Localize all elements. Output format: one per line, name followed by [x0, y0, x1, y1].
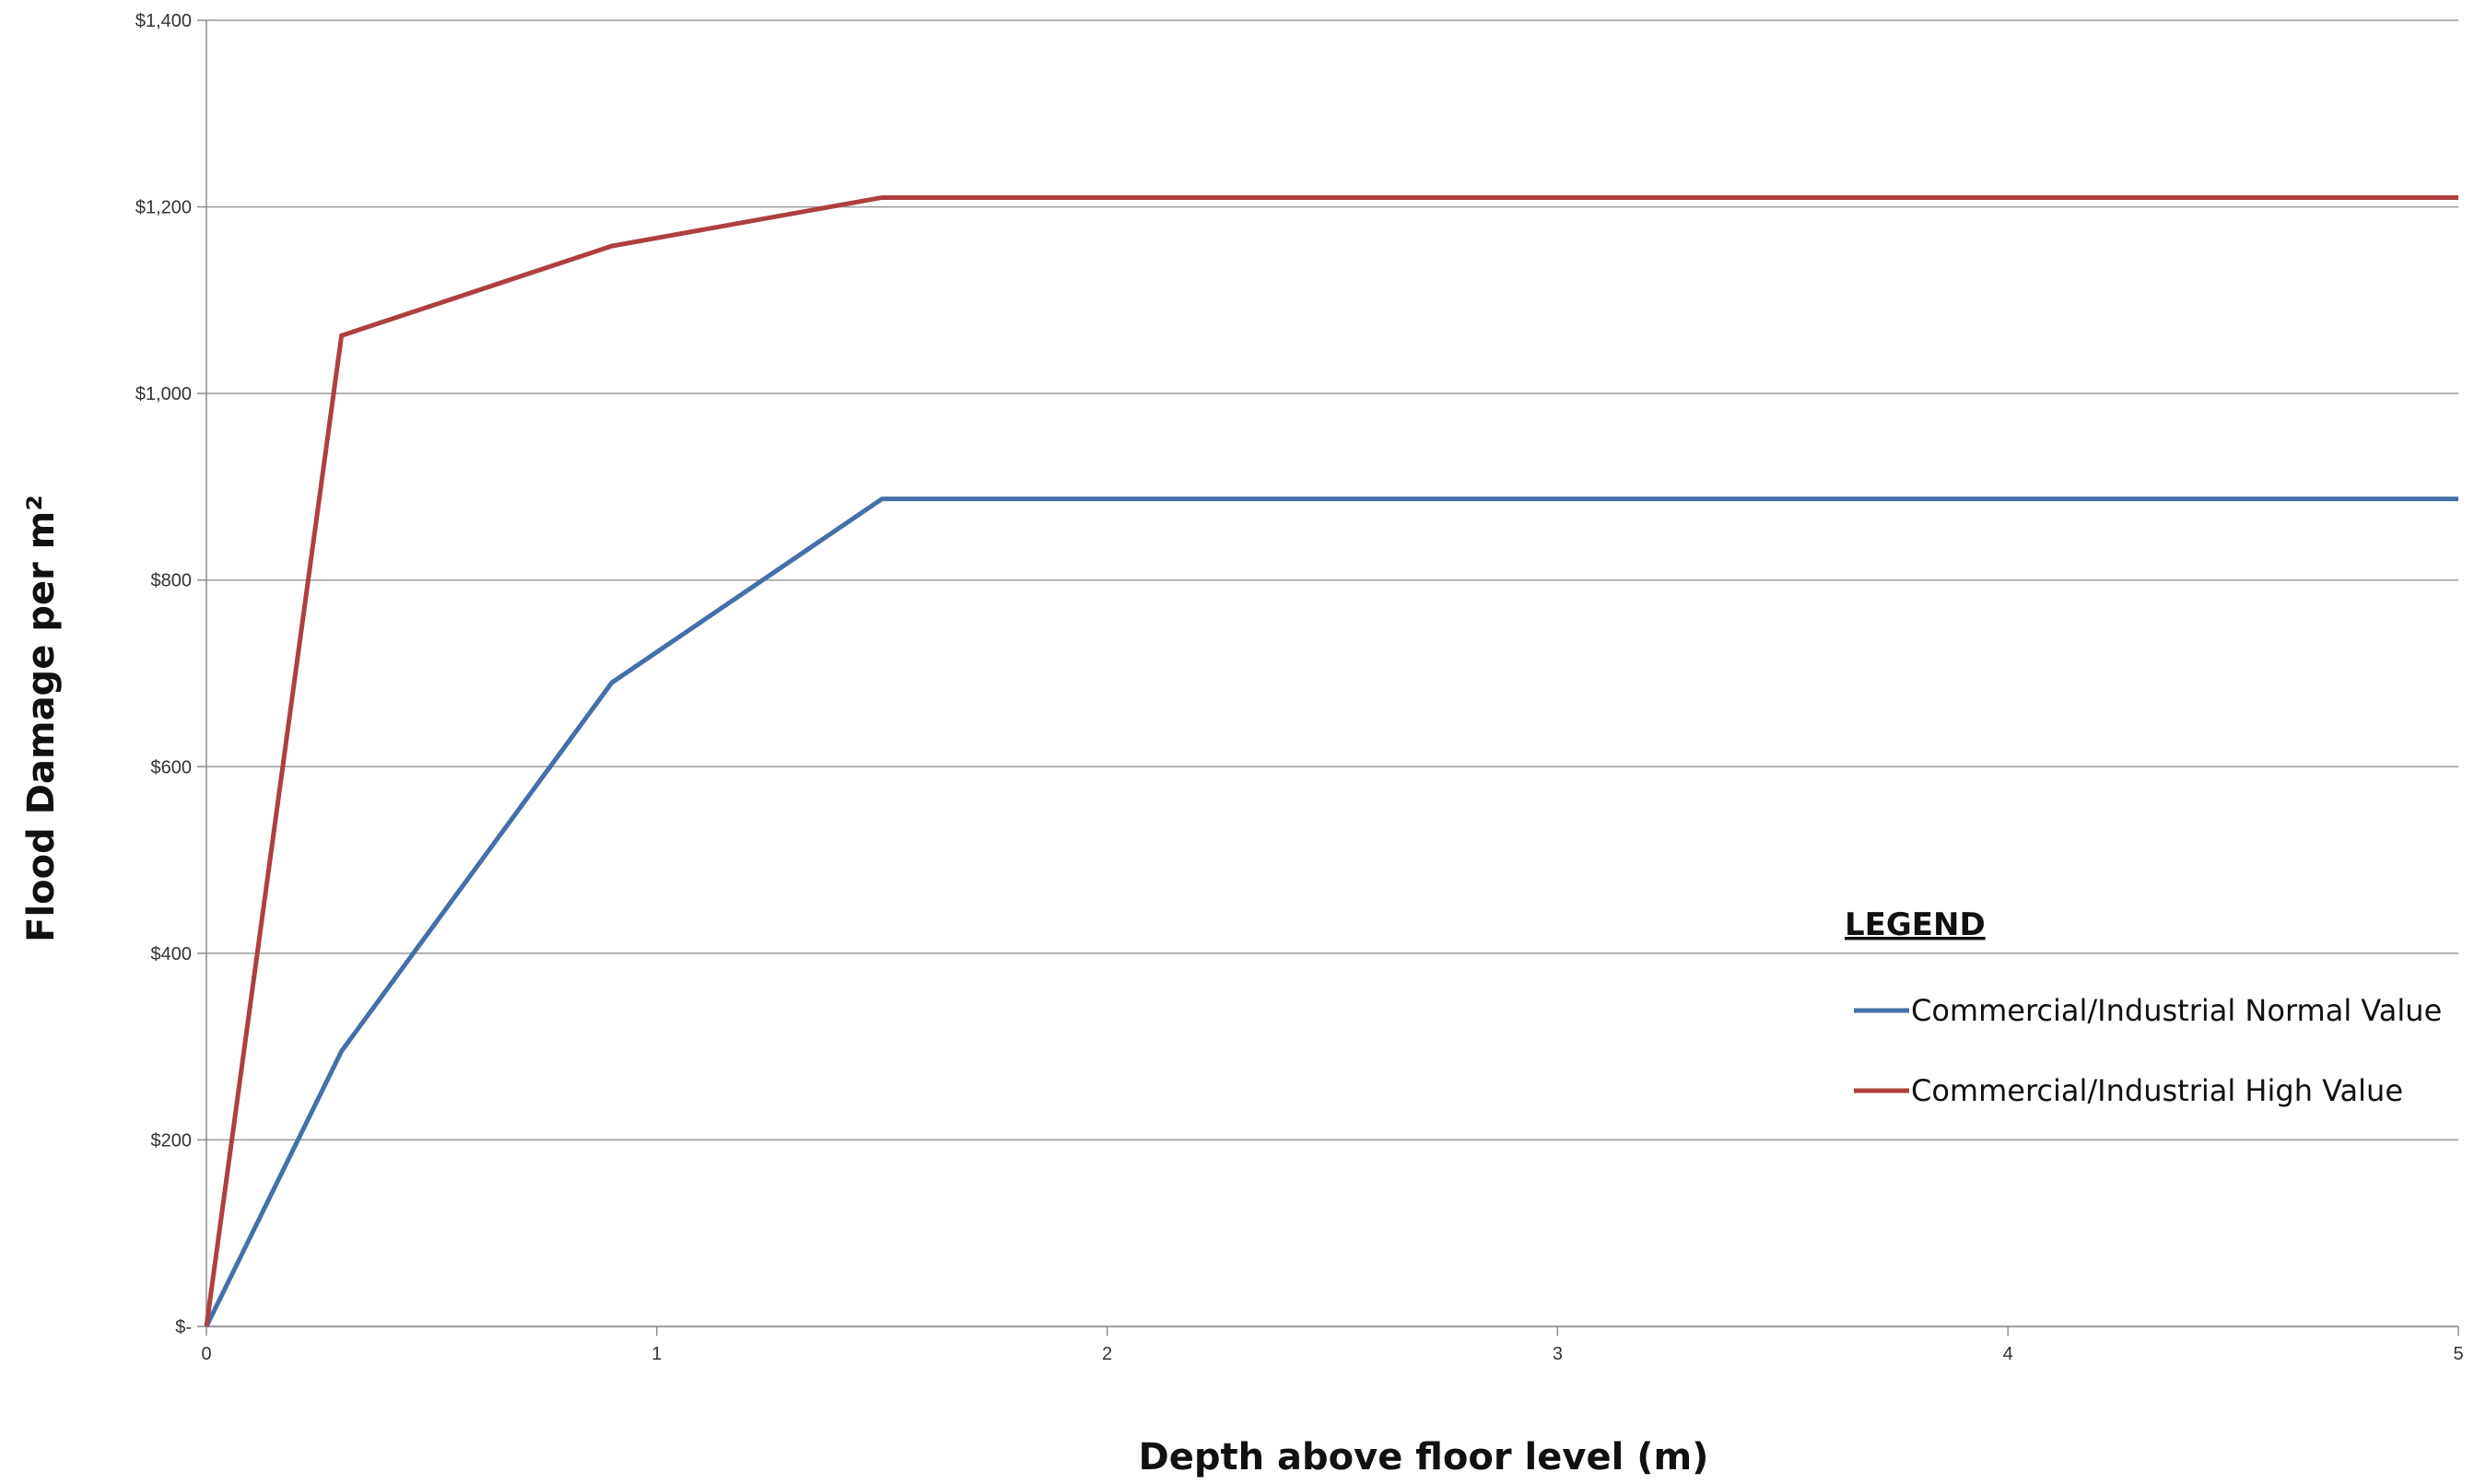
legend-items: Commercial/Industrial Normal Value Commer… [1854, 993, 2442, 1108]
y-tick-label: $- [175, 1317, 192, 1338]
gridlines [206, 19, 2458, 1327]
y-tick-label: $1,200 [135, 198, 192, 218]
axes [197, 19, 2459, 1336]
x-tick-label: 2 [1102, 1344, 1112, 1364]
x-tick-label: 0 [201, 1344, 211, 1364]
y-tick-label: $400 [151, 944, 193, 964]
legend-label: Commercial/Industrial High Value [1911, 1073, 2403, 1108]
series-line-high-value [204, 194, 2458, 1327]
series-lines [204, 194, 2458, 1328]
x-tick-label: 4 [2003, 1344, 2013, 1364]
legend-label: Commercial/Industrial Normal Value [1911, 993, 2442, 1028]
y-tick-label: $200 [151, 1130, 193, 1151]
legend-title: LEGEND [1845, 906, 1986, 943]
x-axis-title: Depth above floor level (m) [1139, 1436, 1709, 1478]
y-axis-title: Flood Damage per m² [20, 495, 63, 942]
x-tick-label: 3 [1553, 1344, 1563, 1364]
y-tick-label: $600 [151, 757, 193, 777]
y-tick-label: $800 [151, 571, 193, 591]
y-tick-label: $1,000 [135, 384, 192, 404]
x-tick-label: 1 [651, 1344, 662, 1364]
legend: LEGEND Commercial/Industrial Normal Valu… [1845, 906, 2442, 1108]
y-tick-label: $1,400 [135, 11, 192, 31]
series-line-normal-value [204, 497, 2458, 1328]
tick-labels: $- $200 $400 $600 $800 $1,000 $1,200 $1,400 0 1 2 3… [135, 11, 2464, 1364]
x-tick-label: 5 [2453, 1344, 2463, 1364]
